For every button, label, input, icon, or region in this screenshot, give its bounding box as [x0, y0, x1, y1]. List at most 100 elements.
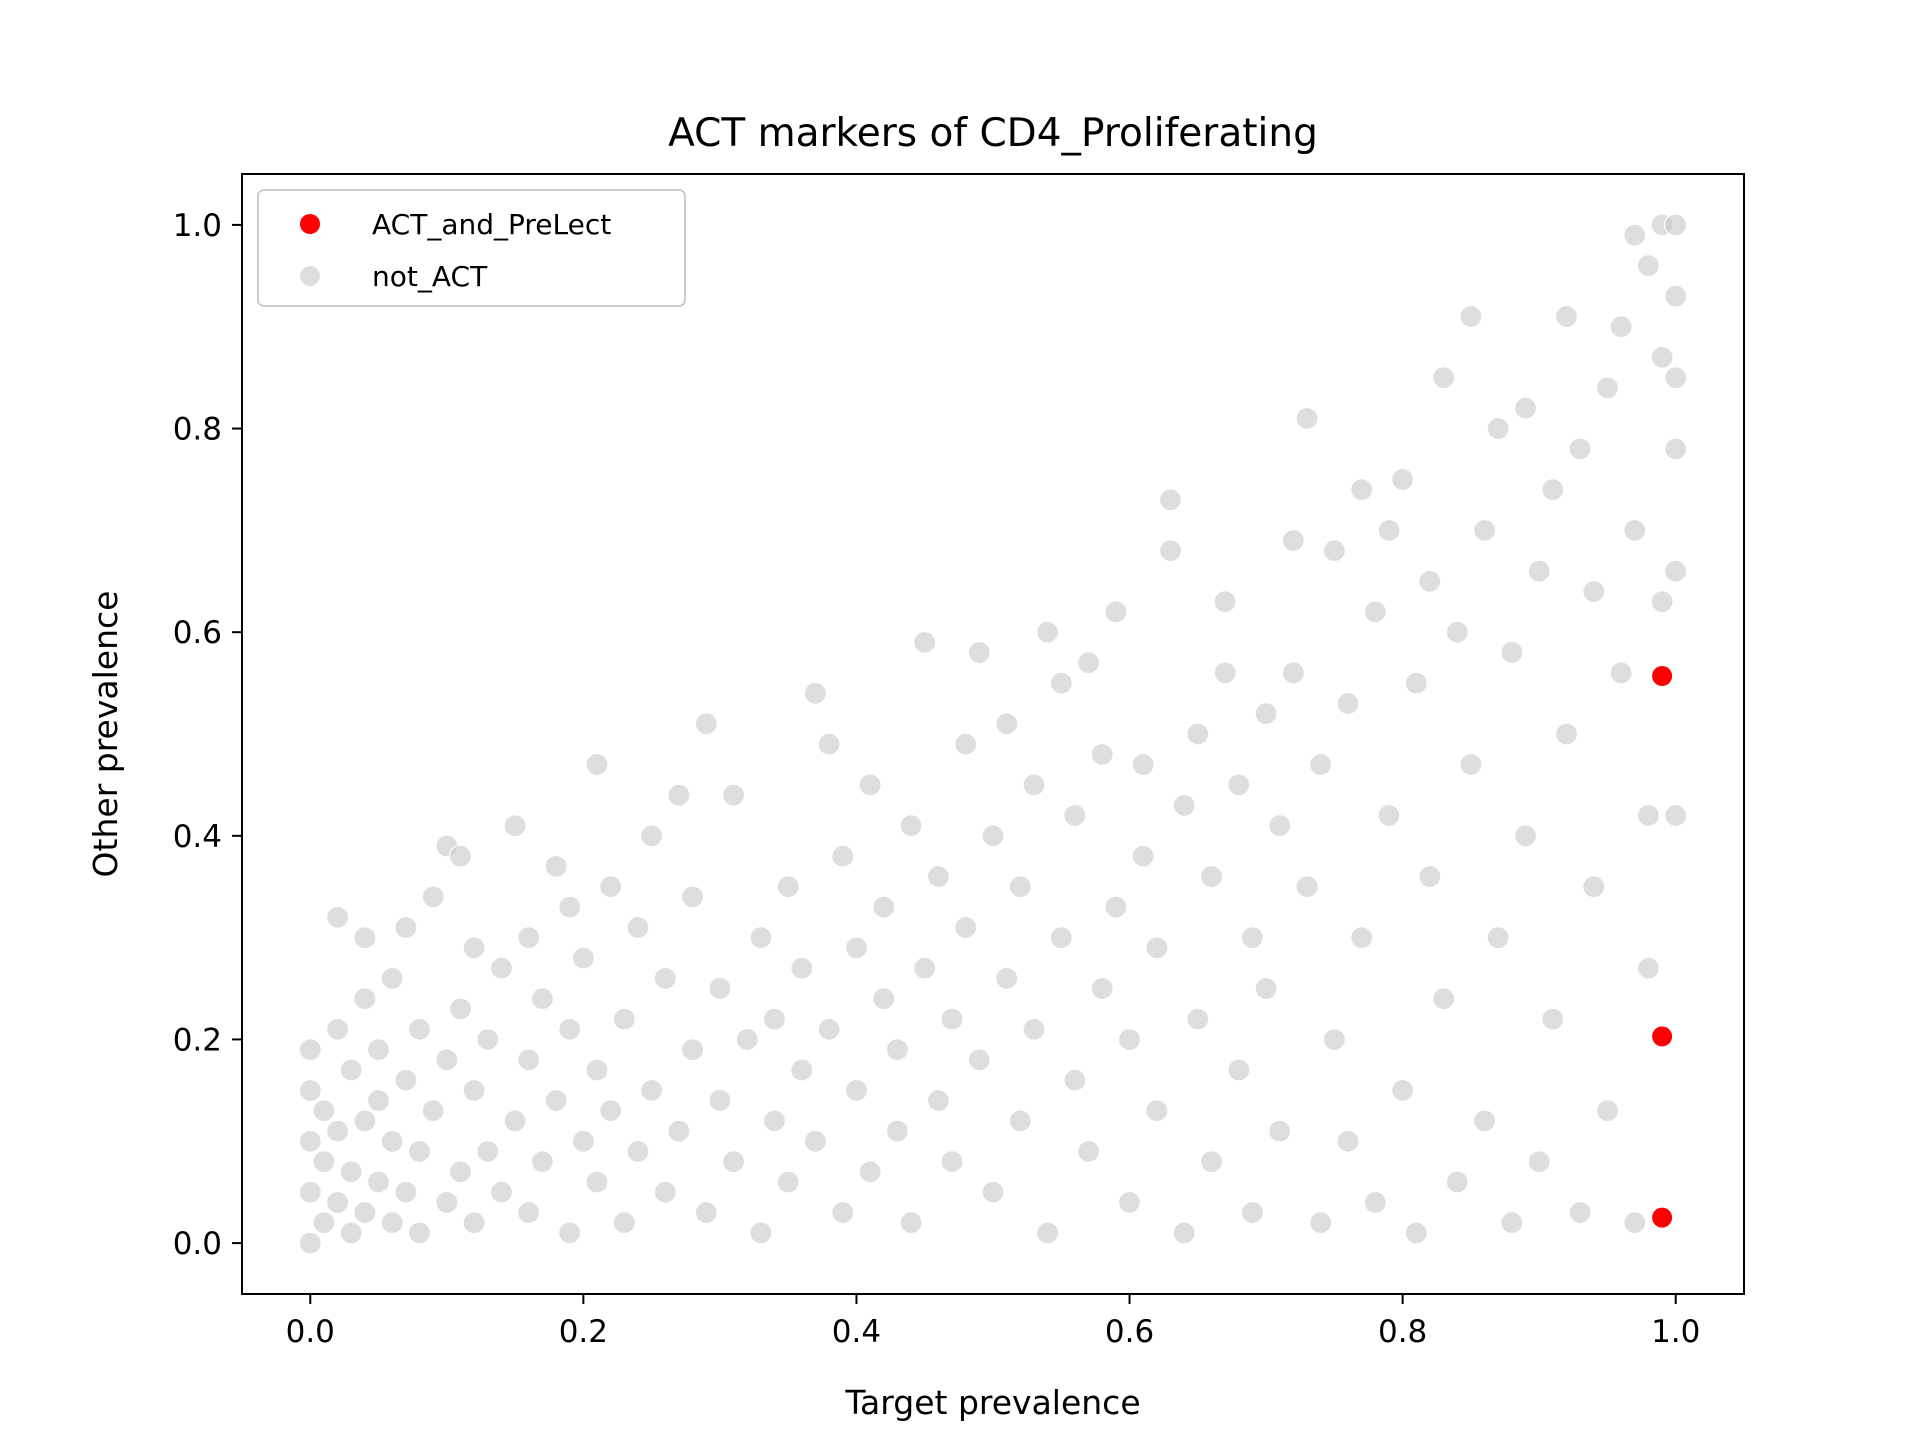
not-act-point [599, 875, 623, 899]
not-act-point [981, 824, 1005, 848]
not-act-point [1076, 651, 1101, 675]
not-act-point [353, 987, 377, 1011]
not-act-point [1459, 752, 1483, 777]
not-act-point [1527, 1149, 1551, 1174]
not-act-point [694, 1200, 718, 1225]
not-act-point [571, 1129, 596, 1153]
x-tick-label: 0.0 [286, 1314, 335, 1350]
not-act-point [326, 1119, 350, 1143]
not-act-point [872, 895, 896, 919]
not-act-point [612, 1007, 636, 1031]
not-act-point [1623, 518, 1647, 543]
not-act-point [1664, 437, 1688, 461]
not-act-point [599, 1099, 623, 1123]
y-tick-label: 0.2 [173, 1022, 222, 1058]
not-act-point [1595, 1099, 1620, 1123]
not-act-point [667, 783, 691, 807]
not-act-point [476, 1027, 500, 1052]
not-act-point [1268, 1119, 1292, 1143]
not-act-point [1609, 661, 1633, 685]
not-act-point [1404, 671, 1428, 695]
not-act-point [1281, 661, 1306, 685]
y-tick-label: 1.0 [173, 208, 222, 244]
x-tick-label: 0.6 [1105, 1314, 1154, 1350]
not-act-point [967, 1048, 991, 1072]
not-act-point [1582, 579, 1606, 604]
not-act-point [366, 1088, 391, 1113]
not-act-point [1254, 976, 1278, 1001]
not-act-point [353, 1200, 377, 1225]
not-act-point [298, 1180, 322, 1204]
not-act-point [1554, 722, 1579, 746]
not-act-point [530, 987, 555, 1011]
not-act-point [1650, 345, 1674, 369]
plot-area [298, 213, 1688, 1255]
not-act-point [1063, 1068, 1087, 1092]
not-act-point [1049, 925, 1073, 950]
not-act-point [762, 1007, 787, 1031]
not-act-point [721, 1149, 746, 1174]
not-act-point [298, 1231, 322, 1255]
not-act-point [844, 936, 869, 960]
not-act-point [1623, 223, 1647, 247]
not-act-point [858, 1160, 882, 1184]
not-act-point [1199, 1149, 1224, 1174]
not-act-point [462, 936, 486, 960]
not-act-point [817, 1017, 841, 1041]
not-act-point [680, 1037, 705, 1062]
act-and-prelect-point [1652, 666, 1673, 686]
not-act-point [1336, 691, 1360, 716]
not-act-point [517, 1048, 541, 1072]
not-act-point [1049, 671, 1073, 695]
x-tick-label: 1.0 [1651, 1314, 1700, 1350]
not-act-point [1172, 793, 1196, 817]
not-act-point [380, 1129, 404, 1153]
not-act-point [476, 1139, 500, 1164]
not-act-point [1527, 559, 1551, 583]
x-axis: 0.0 0.2 0.4 0.6 0.8 1.0 [286, 1294, 1700, 1350]
not-act-point [913, 630, 937, 655]
not-act-point [1568, 1200, 1592, 1225]
chart-title: ACT markers of CD4_Proliferating [668, 111, 1318, 156]
not-act-point [407, 1221, 432, 1245]
not-act-point [735, 1027, 759, 1052]
not-act-point [1636, 956, 1661, 980]
not-act-point [1035, 1221, 1060, 1245]
not-act-point [1322, 539, 1347, 563]
legend-label-not-act: not_ACT [372, 260, 488, 293]
not-act-point [1350, 478, 1374, 502]
not-act-point [394, 915, 418, 940]
not-act-point [1431, 366, 1456, 390]
not-act-point [517, 925, 541, 950]
not-act-point [571, 946, 596, 970]
not-act-point [995, 712, 1019, 736]
not-act-point [940, 1007, 964, 1031]
y-tick-label: 0.6 [173, 615, 222, 651]
not-act-point [1117, 1190, 1142, 1215]
legend-label-act-and-prelect: ACT_and_PreLect [372, 208, 611, 241]
not-act-point [517, 1200, 541, 1225]
not-act-point [612, 1211, 636, 1235]
y-tick-label: 0.4 [173, 819, 222, 855]
not-act-point [844, 1078, 869, 1103]
not-act-point [940, 1149, 964, 1174]
legend-marker-not-act [300, 266, 320, 286]
not-act-point [435, 1048, 459, 1072]
not-act-point [544, 854, 568, 879]
not-act-point [339, 1160, 363, 1184]
not-act-point [803, 1129, 828, 1153]
not-act-point [1664, 284, 1688, 308]
not-act-point [1459, 304, 1483, 329]
not-act-point [1541, 478, 1565, 502]
not-act-point [885, 1119, 910, 1143]
not-act-point [762, 1109, 787, 1133]
not-act-point [1158, 539, 1183, 563]
not-act-point [1513, 396, 1538, 420]
not-act-point [776, 875, 800, 899]
y-tick-label: 0.0 [173, 1226, 222, 1262]
not-act-point [708, 976, 732, 1001]
not-act-point [913, 956, 937, 980]
not-act-point [1022, 773, 1046, 797]
legend: ACT_and_PreLect not_ACT [257, 189, 686, 307]
not-act-point [366, 1037, 391, 1062]
